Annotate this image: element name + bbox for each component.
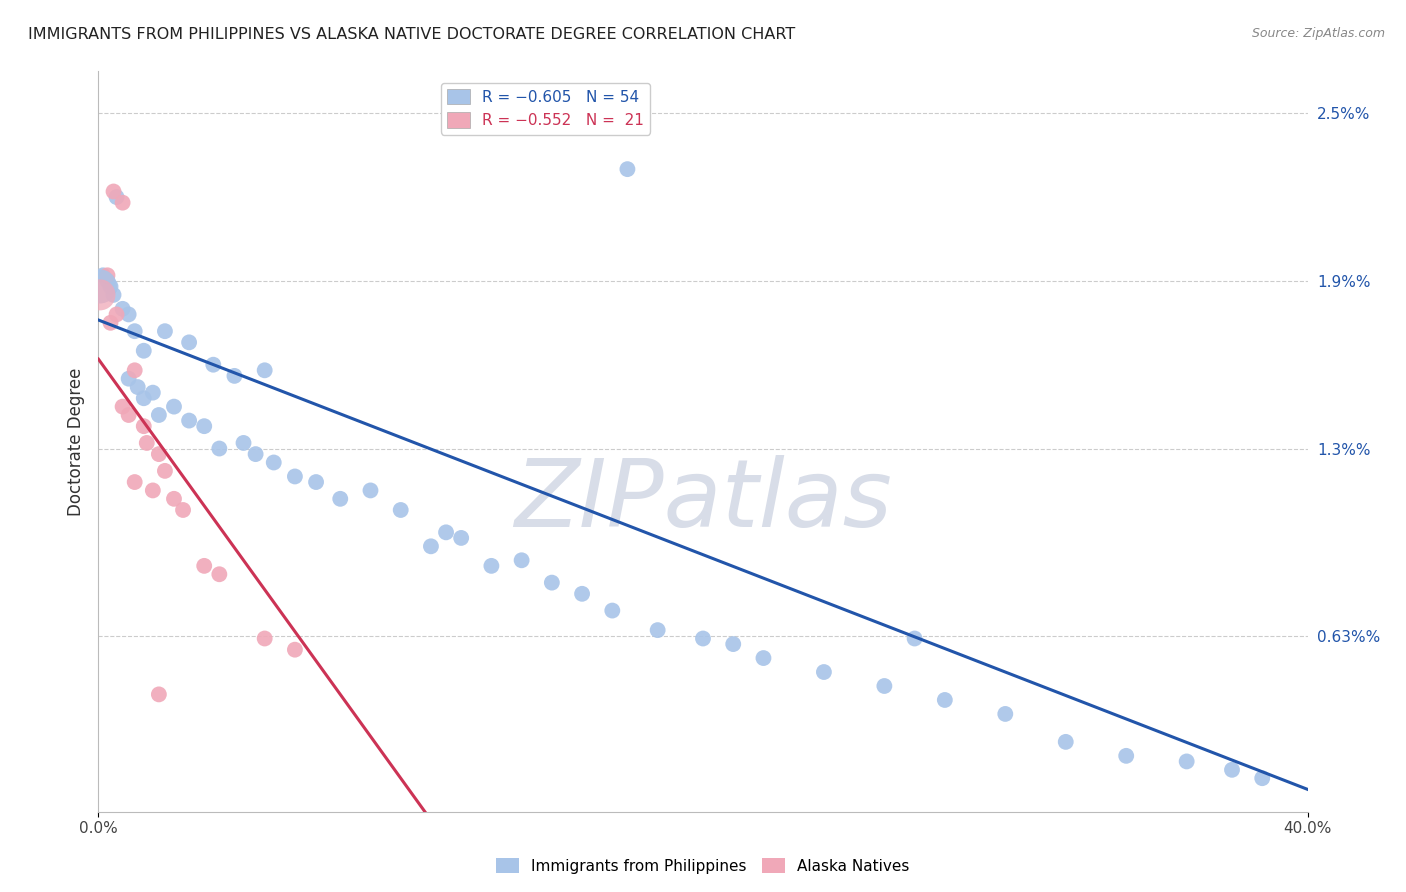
Point bbox=[692, 632, 714, 646]
Point bbox=[132, 343, 155, 358]
Text: IMMIGRANTS FROM PHILIPPINES VS ALASKA NATIVE DOCTORATE DEGREE CORRELATION CHART: IMMIGRANTS FROM PHILIPPINES VS ALASKA NA… bbox=[28, 27, 796, 42]
Point bbox=[124, 475, 146, 489]
Point bbox=[540, 575, 562, 590]
Point bbox=[103, 185, 125, 199]
Point bbox=[360, 483, 382, 498]
Point bbox=[132, 419, 155, 434]
Point bbox=[105, 307, 128, 321]
Point bbox=[245, 447, 267, 461]
Point bbox=[124, 363, 146, 377]
Point bbox=[994, 706, 1017, 721]
Point bbox=[148, 447, 170, 461]
Point bbox=[179, 414, 201, 428]
Point bbox=[118, 372, 141, 386]
Point bbox=[571, 587, 593, 601]
Point bbox=[510, 553, 533, 567]
Point bbox=[208, 442, 231, 456]
Point bbox=[208, 567, 231, 582]
Point bbox=[105, 190, 128, 204]
Point bbox=[1054, 735, 1077, 749]
Point bbox=[96, 268, 118, 283]
Point bbox=[904, 632, 927, 646]
Point bbox=[232, 436, 254, 450]
Point bbox=[89, 279, 111, 293]
Point bbox=[135, 436, 157, 450]
Point bbox=[91, 268, 114, 283]
Point bbox=[124, 324, 146, 338]
Y-axis label: Doctorate Degree: Doctorate Degree bbox=[66, 368, 84, 516]
Point bbox=[647, 623, 669, 637]
Point bbox=[163, 400, 186, 414]
Point bbox=[284, 469, 307, 483]
Point bbox=[193, 558, 215, 573]
Point bbox=[1175, 755, 1198, 769]
Legend: Immigrants from Philippines, Alaska Natives: Immigrants from Philippines, Alaska Nati… bbox=[491, 852, 915, 880]
Point bbox=[103, 288, 125, 302]
Point bbox=[284, 642, 307, 657]
Point bbox=[1115, 748, 1137, 763]
Point bbox=[111, 195, 134, 210]
Point bbox=[263, 455, 285, 469]
Point bbox=[132, 391, 155, 405]
Text: Source: ZipAtlas.com: Source: ZipAtlas.com bbox=[1251, 27, 1385, 40]
Point bbox=[179, 335, 201, 350]
Point bbox=[153, 324, 176, 338]
Point bbox=[142, 483, 165, 498]
Point bbox=[118, 408, 141, 422]
Point bbox=[481, 558, 503, 573]
Point bbox=[934, 693, 956, 707]
Point bbox=[1220, 763, 1243, 777]
Point bbox=[118, 307, 141, 321]
Point bbox=[148, 687, 170, 701]
Point bbox=[616, 162, 638, 177]
Point bbox=[127, 380, 149, 394]
Point bbox=[111, 301, 134, 316]
Point bbox=[305, 475, 328, 489]
Point bbox=[89, 288, 111, 302]
Point bbox=[813, 665, 835, 679]
Point bbox=[96, 274, 118, 288]
Point bbox=[752, 651, 775, 665]
Point bbox=[1251, 771, 1274, 785]
Point bbox=[163, 491, 186, 506]
Point bbox=[253, 363, 276, 377]
Point bbox=[602, 603, 624, 617]
Point bbox=[253, 632, 276, 646]
Point bbox=[224, 368, 246, 383]
Point bbox=[450, 531, 472, 545]
Point bbox=[329, 491, 352, 506]
Point bbox=[420, 539, 443, 553]
Point bbox=[100, 316, 122, 330]
Text: ZIPatlas: ZIPatlas bbox=[515, 455, 891, 546]
Legend: R = −0.605   N = 54, R = −0.552   N =  21: R = −0.605 N = 54, R = −0.552 N = 21 bbox=[441, 83, 651, 135]
Point bbox=[723, 637, 745, 651]
Point bbox=[193, 419, 215, 434]
Point bbox=[100, 279, 122, 293]
Point bbox=[873, 679, 896, 693]
Point bbox=[434, 525, 457, 540]
Point bbox=[202, 358, 225, 372]
Point bbox=[148, 408, 170, 422]
Point bbox=[389, 503, 412, 517]
Point bbox=[153, 464, 176, 478]
Point bbox=[111, 400, 134, 414]
Point bbox=[172, 503, 194, 517]
Point bbox=[142, 385, 165, 400]
